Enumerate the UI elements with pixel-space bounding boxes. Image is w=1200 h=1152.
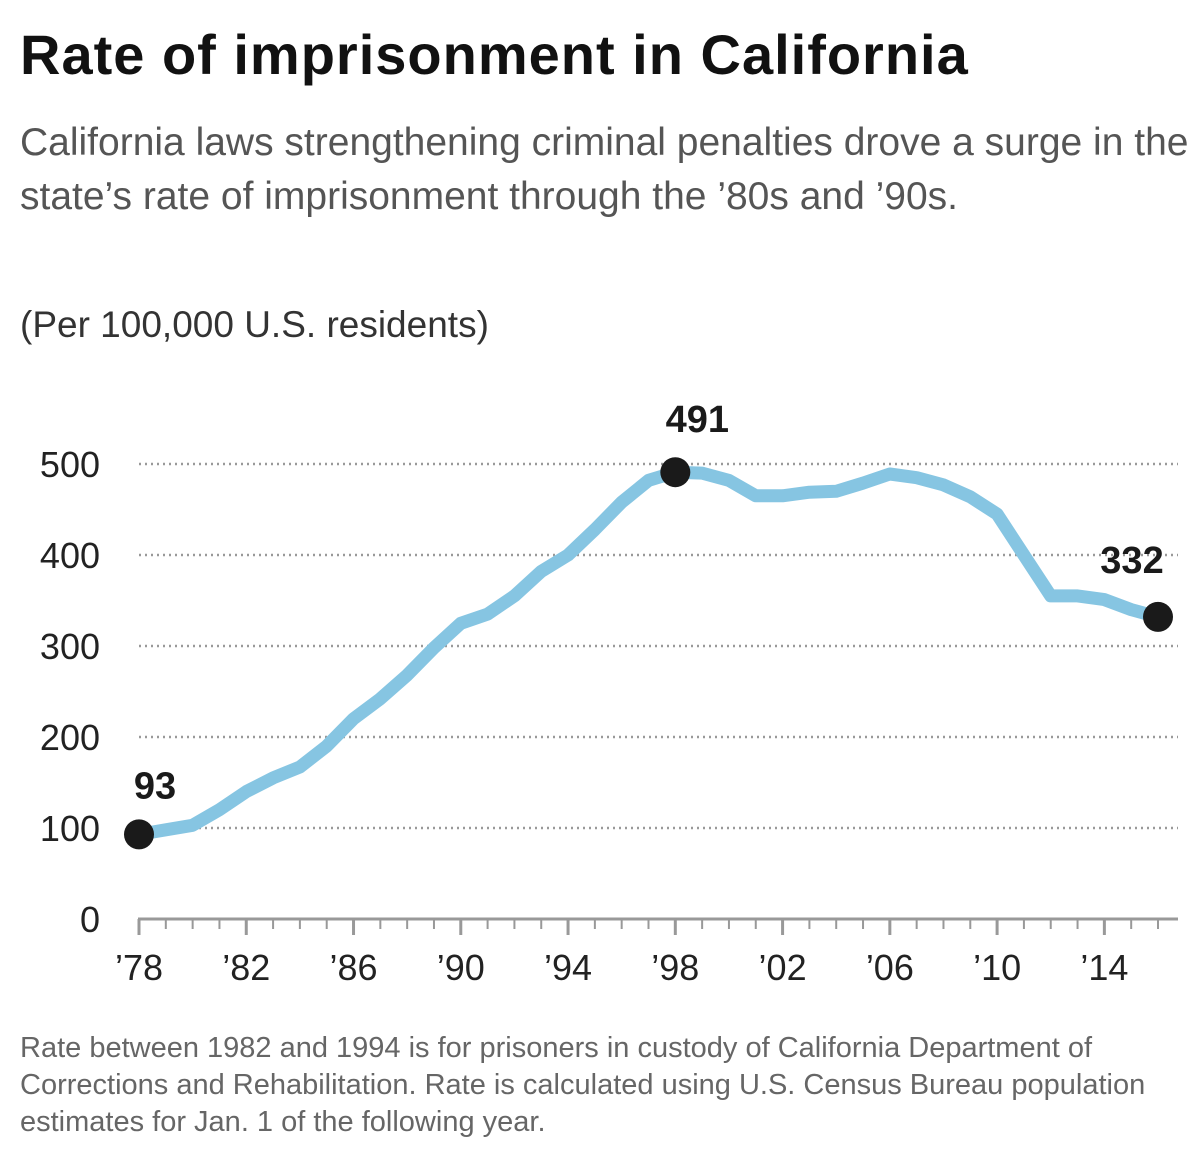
data-label: 332: [1100, 540, 1163, 582]
x-tick-label: ’06: [866, 947, 914, 988]
line-chart: 0 100 200 300 400 500 ’78 ’82 ’86 ’90 ’94 ’98 ’02 ’06…: [40, 399, 1178, 988]
y-tick-label: 100: [40, 808, 100, 849]
x-tick-label: ’78: [115, 947, 163, 988]
axes: 0 100 200 300 400 500 ’78 ’82 ’86 ’90 ’94 ’98 ’02 ’06…: [40, 444, 1178, 988]
data-label: 491: [666, 399, 729, 441]
gridlines: [139, 462, 1178, 830]
footnote: Rate between 1982 and 1994 is for prison…: [20, 1032, 1146, 1138]
series-lines: [132, 465, 1165, 841]
x-tick-label: ’10: [973, 947, 1021, 988]
y-tick-label: 0: [80, 899, 100, 940]
y-tick-label: 500: [40, 444, 100, 485]
x-tick-label: ’90: [437, 947, 485, 988]
x-tick-label: ’82: [222, 947, 270, 988]
chart-subtitle: California laws strengthening criminal p…: [20, 121, 1189, 218]
y-tick-label: 300: [40, 626, 100, 667]
annotation-markers: 93 491 332: [124, 399, 1173, 850]
x-tick-label: ’86: [330, 947, 378, 988]
data-point-marker: [660, 457, 691, 488]
chart-title: Rate of imprisonment in California: [20, 23, 969, 86]
x-tick-label: ’02: [759, 947, 807, 988]
series-line: [132, 465, 1165, 841]
x-tick-label: ’94: [544, 947, 592, 988]
data-point-marker: [1143, 601, 1173, 632]
y-tick-label: 200: [40, 717, 100, 758]
y-tick-label: 400: [40, 535, 100, 576]
x-tick-label: ’14: [1080, 947, 1128, 988]
data-point-marker: [124, 819, 154, 850]
unit-note: (Per 100,000 U.S. residents): [20, 304, 489, 345]
data-label: 93: [134, 765, 176, 807]
x-tick-label: ’98: [651, 947, 699, 988]
